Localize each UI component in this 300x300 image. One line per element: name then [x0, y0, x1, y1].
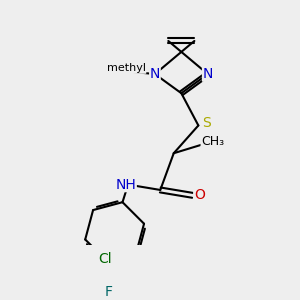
Text: NH: NH: [116, 178, 136, 192]
Text: Cl: Cl: [98, 251, 112, 266]
Text: N: N: [202, 67, 213, 81]
Text: CH₃: CH₃: [201, 135, 224, 148]
Text: O: O: [194, 188, 205, 202]
Text: N: N: [150, 67, 160, 81]
Text: F: F: [105, 285, 113, 299]
Text: methyl: methyl: [107, 63, 146, 73]
Text: S: S: [202, 116, 211, 130]
